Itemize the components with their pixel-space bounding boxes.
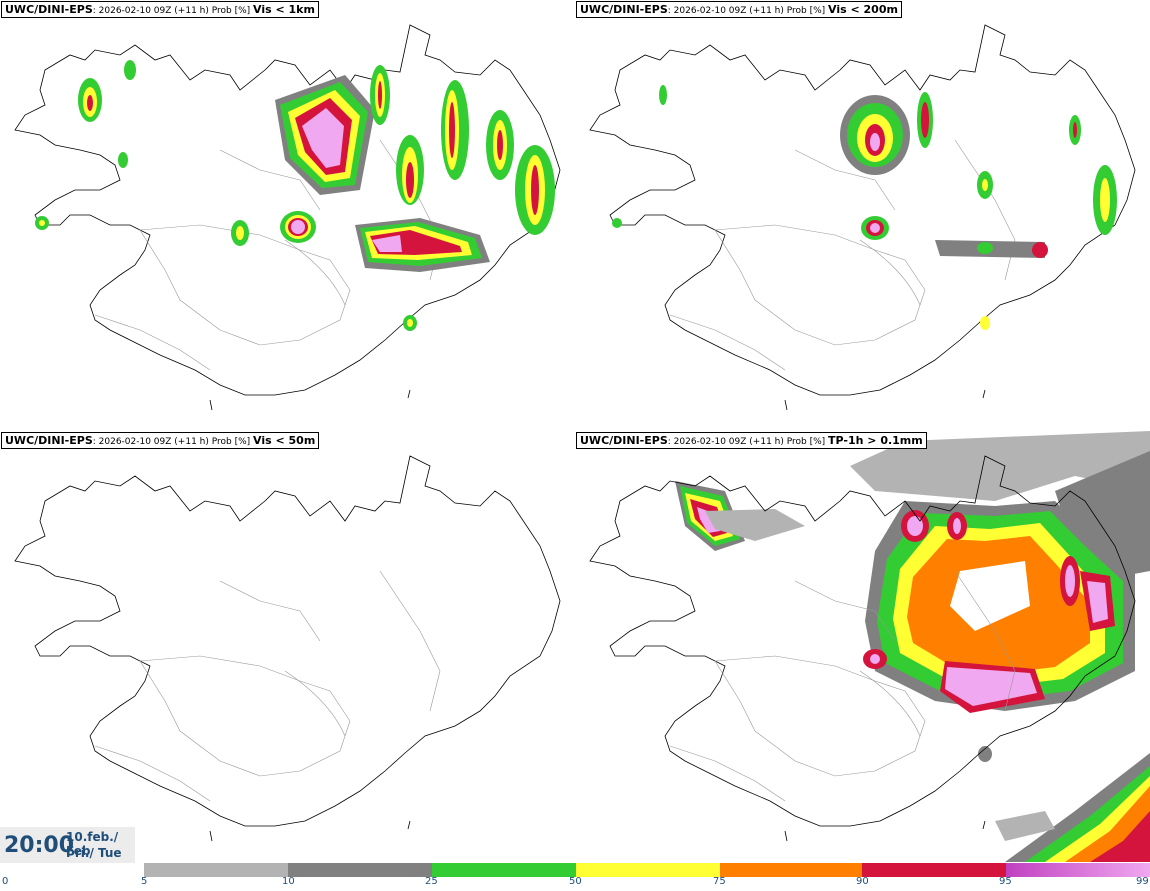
probability-field xyxy=(35,60,555,331)
colorbar-tick: 25 xyxy=(425,876,438,887)
valid-date: 10.feb./ Feb xyxy=(66,830,119,858)
colorbar-tick: 90 xyxy=(856,876,869,887)
colorbar-tick: 99 xyxy=(1136,876,1149,887)
iceland-map xyxy=(589,431,1150,862)
iceland-map xyxy=(589,24,1136,411)
colorbar-segment-95-99 xyxy=(1006,863,1150,877)
valid-time: 20:00 xyxy=(4,833,75,858)
model-name: UWC/DINI-EPS xyxy=(5,3,93,16)
probability-field xyxy=(612,85,1117,330)
threshold-label: TP-1h > 0.1mm xyxy=(828,434,923,447)
map-panel-vis-50m: UWC/DINI-EPS: 2026-02-10 09Z (+11 h) Pro… xyxy=(0,431,575,862)
map-panel-precip: UWC/DINI-EPS: 2026-02-10 09Z (+11 h) Pro… xyxy=(575,431,1150,862)
threshold-label: Vis < 1km xyxy=(253,3,315,16)
colorbar-tick: 95 xyxy=(999,876,1012,887)
colorbar-segment-5-10 xyxy=(144,863,288,877)
model-name: UWC/DINI-EPS xyxy=(5,434,93,447)
map-panel-vis-200m: UWC/DINI-EPS: 2026-02-10 09Z (+11 h) Pro… xyxy=(575,0,1150,431)
colorbar-segment-25-50 xyxy=(432,863,576,877)
threshold-label: Vis < 200m xyxy=(828,3,898,16)
probability-colorbar: 0 5 10 25 50 75 90 95 99 xyxy=(0,862,1150,891)
colorbar-segment-50-75 xyxy=(576,863,720,877)
panel-title: UWC/DINI-EPS: 2026-02-10 09Z (+11 h) Pro… xyxy=(1,1,319,18)
run-info: : 2026-02-10 09Z (+11 h) Prob [%] xyxy=(92,437,254,447)
colorbar-segment-75-90 xyxy=(720,863,862,877)
panel-title: UWC/DINI-EPS: 2026-02-10 09Z (+11 h) Pro… xyxy=(1,432,320,449)
model-name: UWC/DINI-EPS xyxy=(580,3,668,16)
colorbar-tick: 10 xyxy=(282,876,295,887)
run-info: : 2026-02-10 09Z (+11 h) Prob [%] xyxy=(667,437,829,447)
colorbar-tick: 75 xyxy=(713,876,726,887)
run-info: : 2026-02-10 09Z (+11 h) Prob [%] xyxy=(92,6,254,16)
panel-title: UWC/DINI-EPS: 2026-02-10 09Z (+11 h) Pro… xyxy=(576,432,927,449)
valid-day: Þri./ Tue xyxy=(66,846,122,860)
run-info: : 2026-02-10 09Z (+11 h) Prob [%] xyxy=(667,6,829,16)
iceland-map xyxy=(14,24,561,411)
model-name: UWC/DINI-EPS xyxy=(580,434,668,447)
iceland-map xyxy=(14,455,561,842)
colorbar-segment-10-25 xyxy=(288,863,432,877)
threshold-label: Vis < 50m xyxy=(253,434,316,447)
probability-field xyxy=(675,431,1150,862)
map-panel-vis-1km: UWC/DINI-EPS: 2026-02-10 09Z (+11 h) Pro… xyxy=(0,0,575,431)
colorbar-tick: 50 xyxy=(569,876,582,887)
colorbar-tick: 0 xyxy=(2,876,9,887)
valid-time-box: 20:00 10.feb./ Feb Þri./ Tue xyxy=(0,827,135,863)
colorbar-segment-90-95 xyxy=(862,863,1006,877)
panel-title: UWC/DINI-EPS: 2026-02-10 09Z (+11 h) Pro… xyxy=(576,1,902,18)
colorbar-tick: 5 xyxy=(141,876,148,887)
